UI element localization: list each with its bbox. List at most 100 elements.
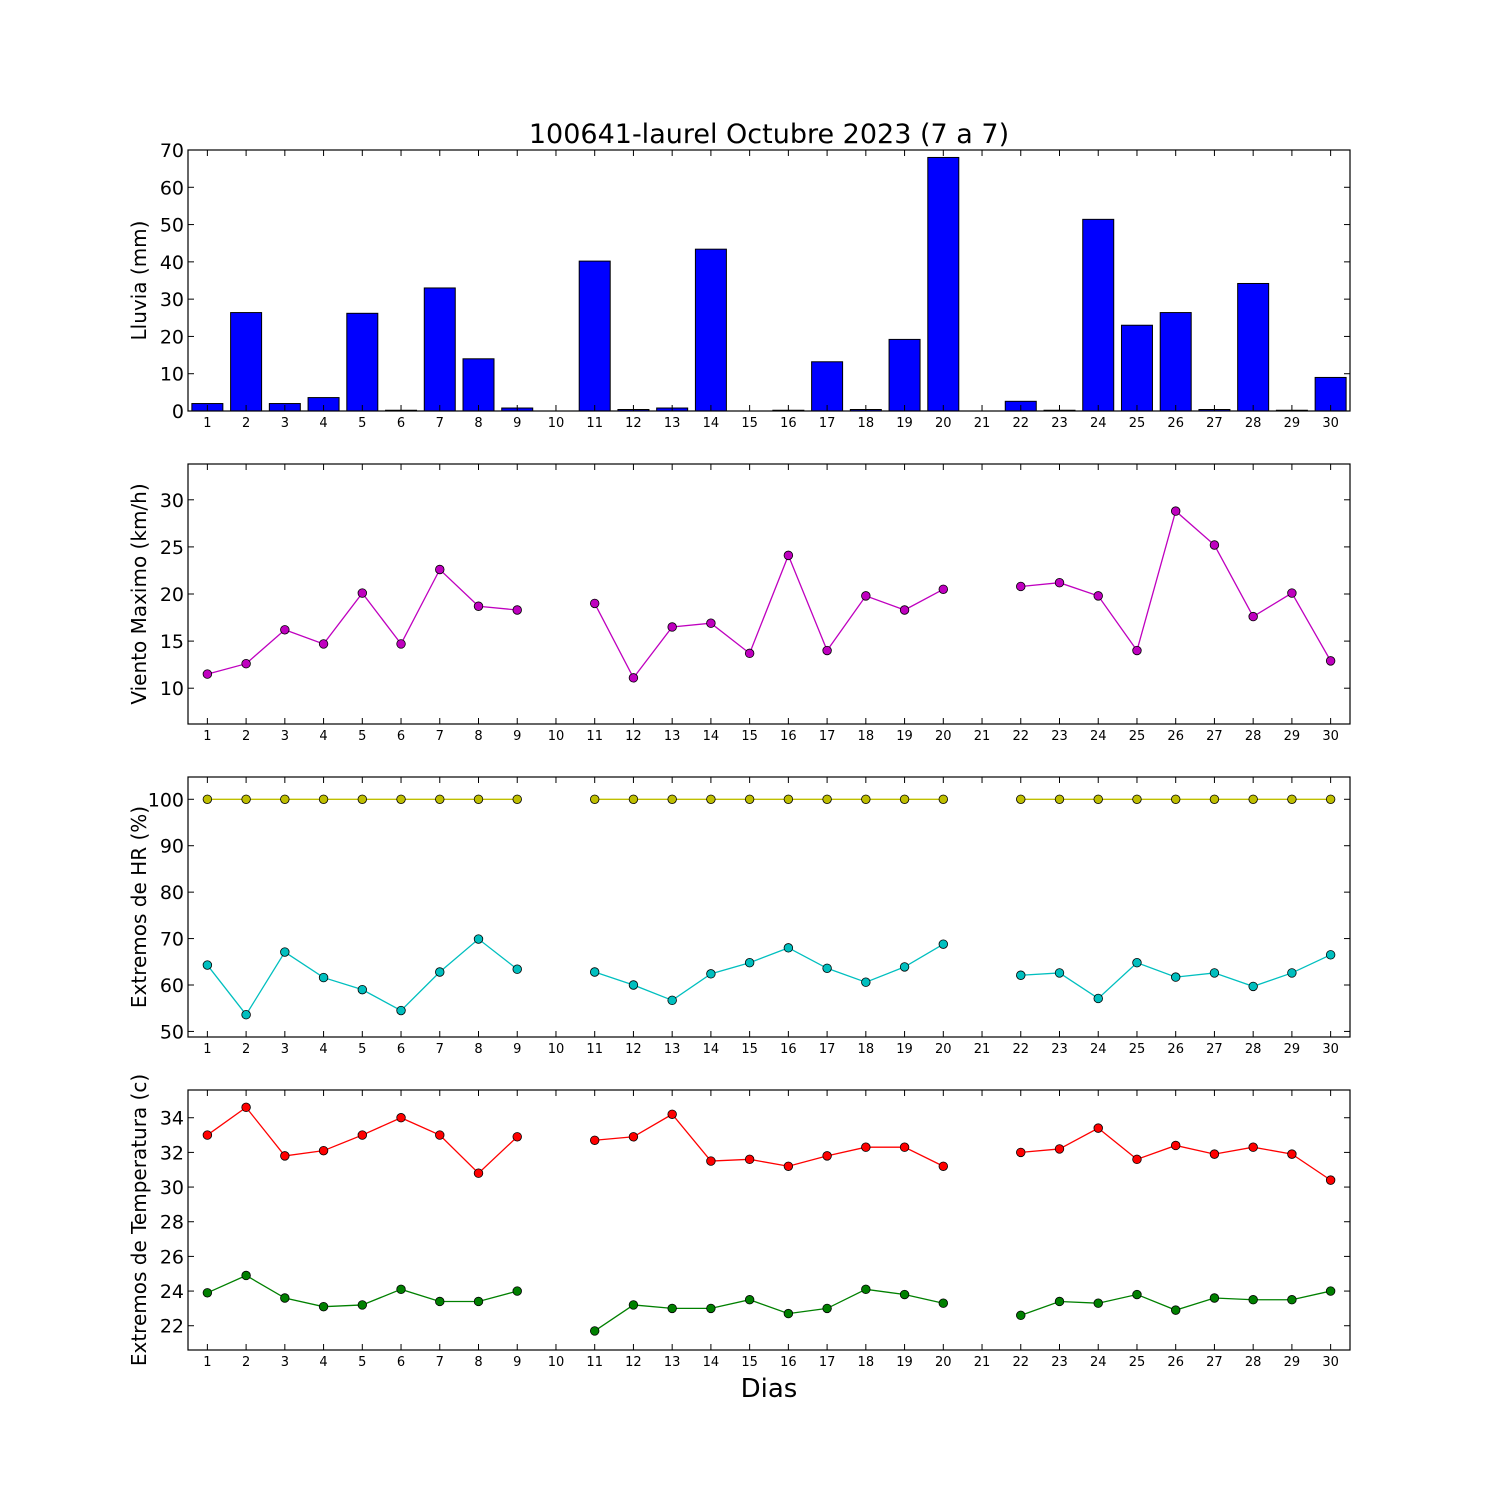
temp-xtick-label: 29 [1284, 1355, 1301, 1370]
hr-xtick-label: 1 [203, 1042, 211, 1057]
temp-xtick-label: 7 [436, 1355, 444, 1370]
temp-series-2-point-day-22 [1016, 1310, 1026, 1321]
hr-series-1-point-day-6 [396, 794, 406, 804]
hr-series-1-point-day-1 [202, 794, 213, 804]
hr-series-1-point-day-25 [1132, 794, 1142, 804]
viento-xtick-label: 16 [780, 729, 797, 744]
hr-axes-frame [187, 776, 1351, 1038]
viento-xtick-label: 18 [858, 729, 875, 744]
viento-series-1-line-3 [1020, 509, 1332, 662]
temp-series-2-point-day-17 [822, 1303, 832, 1314]
hr-series-1-point-day-3 [280, 794, 290, 804]
lluvia-axes-frame [187, 149, 1351, 412]
temp-xtick-label: 24 [1090, 1355, 1107, 1370]
viento-series-1-point-day-7 [435, 564, 445, 575]
hr-xtick-label: 19 [896, 1042, 913, 1057]
hr-ytick-label: 70 [160, 929, 184, 951]
temp-series-2-point-day-19 [899, 1289, 910, 1300]
temp-xtick-label: 30 [1322, 1355, 1339, 1370]
hr-xtick-label: 4 [319, 1042, 327, 1057]
viento-xtick-label: 14 [703, 729, 720, 744]
lluvia-xtick-label: 21 [974, 416, 991, 431]
temp-series-2-point-day-14 [706, 1303, 716, 1314]
lluvia-ytick-label: 20 [160, 326, 184, 348]
viento-xtick-label: 11 [586, 729, 603, 744]
hr-xtick-label: 5 [358, 1042, 366, 1057]
temp-series-2-point-day-13 [667, 1303, 677, 1314]
viento-series-1-point-day-12 [628, 673, 639, 683]
viento-xtick-label: 7 [436, 729, 444, 744]
viento-ytick-label: 10 [160, 678, 184, 700]
temp-xtick-label: 12 [625, 1355, 642, 1370]
hr-series-2-point-day-14 [706, 969, 716, 979]
lluvia-ytick-label: 60 [160, 177, 184, 199]
viento-xtick-label: 3 [281, 729, 289, 744]
hr-series-1-point-day-23 [1054, 794, 1065, 804]
viento-xtick-label: 29 [1284, 729, 1301, 744]
hr-xtick-label: 30 [1322, 1042, 1339, 1057]
viento-series-1-point-day-23 [1054, 578, 1065, 588]
hr-series-1-point-day-5 [357, 794, 368, 804]
hr-xtick-label: 15 [741, 1042, 758, 1057]
viento-xtick-label: 24 [1090, 729, 1107, 744]
temp-series-2-point-day-26 [1170, 1305, 1181, 1315]
temp-series-1-point-day-28 [1248, 1142, 1258, 1152]
hr-series-2-point-day-18 [861, 977, 871, 987]
hr-series-2-point-day-8 [473, 934, 484, 944]
viento-series-1-point-day-16 [783, 550, 794, 561]
viento-series-1-point-day-6 [396, 639, 406, 649]
temp-series-2-point-day-2 [241, 1270, 251, 1281]
viento-ytick-label: 30 [160, 490, 184, 512]
hr-series-1-point-day-29 [1287, 794, 1297, 804]
lluvia-xtick-label: 7 [436, 416, 444, 431]
temp-series-1-point-day-11 [590, 1135, 600, 1145]
hr-series-1-point-day-7 [435, 794, 445, 804]
hr-series-2-point-day-28 [1248, 981, 1258, 992]
hr-series-1-point-day-16 [783, 794, 794, 804]
viento-xtick-label: 22 [1012, 729, 1029, 744]
bar-day-24 [1082, 218, 1115, 412]
temp-series-1-point-day-29 [1287, 1149, 1297, 1159]
hr-series-2-point-day-29 [1287, 968, 1297, 978]
temp-xtick-label: 14 [703, 1355, 720, 1370]
viento-series-1-point-day-5 [357, 588, 368, 598]
hr-xtick-label: 28 [1245, 1042, 1262, 1057]
hr-series-1-point-day-15 [744, 794, 755, 804]
hr-series-2-point-day-30 [1325, 950, 1336, 960]
temp-xtick-label: 22 [1012, 1355, 1029, 1370]
temp-xtick-label: 21 [974, 1355, 991, 1370]
hr-series-1-point-day-17 [822, 794, 832, 804]
lluvia-ytick-label: 30 [160, 289, 184, 311]
temp-y-axis-label: Extremos de Temperatura (c) [127, 1074, 151, 1366]
hr-series-2-point-day-22 [1016, 970, 1026, 980]
hr-series-2-point-day-13 [667, 995, 677, 1006]
hr-xtick-label: 14 [703, 1042, 720, 1057]
temp-xtick-label: 8 [474, 1355, 482, 1370]
hr-ytick-label: 90 [160, 836, 184, 858]
x-axis-label: Dias [741, 1374, 798, 1404]
temp-xtick-label: 18 [858, 1355, 875, 1370]
hr-series-2-point-day-3 [280, 947, 290, 957]
temp-series-2-line-2 [594, 1288, 944, 1332]
viento-series-1-point-day-15 [744, 648, 755, 659]
viento-series-1-point-day-9 [512, 605, 522, 615]
viento-xtick-label: 19 [896, 729, 913, 744]
hr-xtick-label: 27 [1206, 1042, 1223, 1057]
lluvia-xtick-label: 9 [513, 416, 521, 431]
viento-xtick-label: 8 [474, 729, 482, 744]
viento-xtick-label: 15 [741, 729, 758, 744]
viento-xtick-label: 1 [203, 729, 211, 744]
hr-series-1-point-day-9 [512, 794, 522, 804]
temp-series-2-point-day-18 [861, 1284, 871, 1295]
temp-xtick-label: 3 [281, 1355, 289, 1370]
lluvia-xtick-label: 11 [586, 416, 603, 431]
hr-series-2-point-day-7 [435, 967, 445, 977]
temp-series-2-point-day-8 [473, 1296, 484, 1307]
temp-xtick-label: 13 [664, 1355, 681, 1370]
temp-series-2-point-day-23 [1054, 1296, 1065, 1307]
temp-ytick-label: 34 [160, 1108, 184, 1130]
lluvia-xtick-label: 18 [858, 416, 875, 431]
